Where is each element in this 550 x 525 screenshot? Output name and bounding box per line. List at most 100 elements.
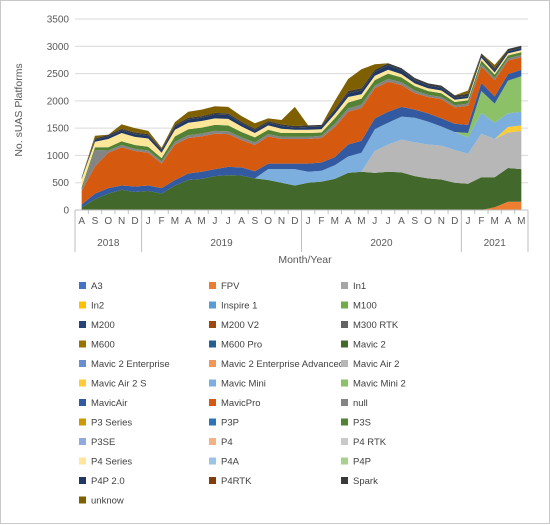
legend-swatch: [79, 418, 86, 426]
legend-swatch: [209, 321, 216, 328]
x-tick-label: M: [491, 216, 499, 227]
x-tick-label: J: [372, 216, 377, 227]
y-tick-label: 500: [52, 178, 69, 189]
x-tick-label: A: [505, 216, 512, 227]
x-tick-label: N: [118, 216, 125, 227]
legend-swatch: [341, 379, 348, 387]
legend-label: Mavic 2 Enterprise: [91, 359, 170, 370]
legend-swatch: [341, 340, 348, 348]
x-tick-label: N: [438, 216, 445, 227]
legend-label: In1: [353, 281, 366, 292]
x-tick-label: F: [318, 216, 324, 227]
legend-swatch: [209, 301, 216, 309]
legend-label: Inspire 1: [221, 301, 257, 312]
legend-swatch: [341, 321, 348, 328]
legend-swatch: [79, 457, 86, 465]
legend-label: Mavic Mini: [221, 379, 266, 390]
x-tick-label: D: [451, 216, 458, 227]
legend-label: P4 RTK: [353, 437, 387, 448]
legend-swatch: [209, 477, 216, 484]
area-mavic-mini: [81, 111, 522, 208]
x-tick-label: J: [226, 216, 231, 227]
legend-swatch: [341, 301, 348, 309]
legend-label: Mavic 2: [353, 340, 386, 351]
legend-swatch: [341, 457, 348, 465]
x-tick-label: A: [238, 216, 245, 227]
x-tick-label: N: [278, 216, 285, 227]
x-tick-label: J: [306, 216, 311, 227]
legend-label: Mavic Air 2: [353, 359, 399, 370]
x-tick-label: J: [386, 216, 391, 227]
legend-label: M200: [91, 320, 115, 331]
x-tick-label: O: [104, 216, 112, 227]
y-axis-title: No. sUAS Platforms: [13, 63, 25, 156]
x-tick-label: O: [424, 216, 432, 227]
legend-label: Mavic Mini 2: [353, 379, 406, 390]
year-label: 2020: [370, 238, 393, 249]
area-p3s: [81, 52, 522, 190]
x-tick-label: S: [92, 216, 99, 227]
legend-swatch: [209, 360, 216, 367]
legend-label: P4P: [353, 457, 371, 468]
x-tick-label: A: [398, 216, 405, 227]
x-tick-label: M: [331, 216, 339, 227]
x-tick-label: M: [357, 216, 365, 227]
legend-swatch: [209, 379, 216, 387]
legend-label: A3: [91, 281, 103, 292]
x-tick-label: D: [131, 216, 138, 227]
legend-label: unknow: [91, 496, 124, 507]
legend-swatch: [341, 282, 348, 289]
legend-label: P4RTK: [221, 476, 252, 487]
y-tick-label: 2500: [47, 69, 70, 80]
legend-swatch: [209, 418, 216, 426]
legend-swatch: [79, 301, 86, 309]
area-null: [81, 55, 522, 191]
area-p4p-2-0: [81, 47, 522, 179]
legend-swatch: [79, 321, 86, 328]
x-tick-label: A: [345, 216, 352, 227]
legend-label: MavicPro: [221, 398, 261, 409]
legend-label: P3P: [221, 418, 239, 429]
legend-label: FPV: [221, 281, 240, 292]
legend-swatch: [79, 340, 86, 348]
x-tick-label: A: [185, 216, 192, 227]
year-label: 2018: [97, 238, 120, 249]
x-tick-label: M: [171, 216, 179, 227]
year-label: 2021: [484, 238, 507, 249]
x-tick-label: A: [78, 216, 85, 227]
legend-label: P4: [221, 437, 233, 448]
area-series: [81, 45, 522, 210]
legend-label: P3SE: [91, 437, 115, 448]
legend-swatch: [209, 457, 216, 465]
legend-swatch: [79, 379, 86, 387]
legend-label: Mavic Air 2 S: [91, 379, 146, 390]
x-axis-title: Month/Year: [278, 254, 332, 266]
legend-swatch: [79, 496, 86, 504]
legend-label: In2: [91, 301, 104, 312]
legend-swatch: [341, 360, 348, 367]
legend-swatch: [79, 360, 86, 367]
x-tick-label: F: [159, 216, 165, 227]
legend-label: P4P 2.0: [91, 476, 125, 487]
year-label: 2019: [210, 238, 233, 249]
legend-swatch: [79, 477, 86, 484]
legend-label: null: [353, 398, 368, 409]
area-mavic-air-2: [81, 130, 522, 208]
x-tick-label: F: [478, 216, 484, 227]
legend-label: M600 Pro: [221, 340, 262, 351]
x-tick-label: D: [291, 216, 298, 227]
legend-swatch: [341, 438, 348, 445]
legend-swatch: [341, 477, 348, 484]
y-tick-label: 1000: [47, 151, 70, 162]
x-tick-label: J: [146, 216, 151, 227]
y-tick-label: 0: [63, 206, 69, 217]
legend-swatch: [209, 438, 216, 445]
legend-label: M600: [91, 340, 115, 351]
legend-label: P4A: [221, 457, 240, 468]
legend-swatch: [341, 399, 348, 406]
y-tick-label: 1500: [47, 124, 70, 135]
legend-label: Spark: [353, 476, 378, 487]
legend-swatch: [79, 282, 86, 289]
